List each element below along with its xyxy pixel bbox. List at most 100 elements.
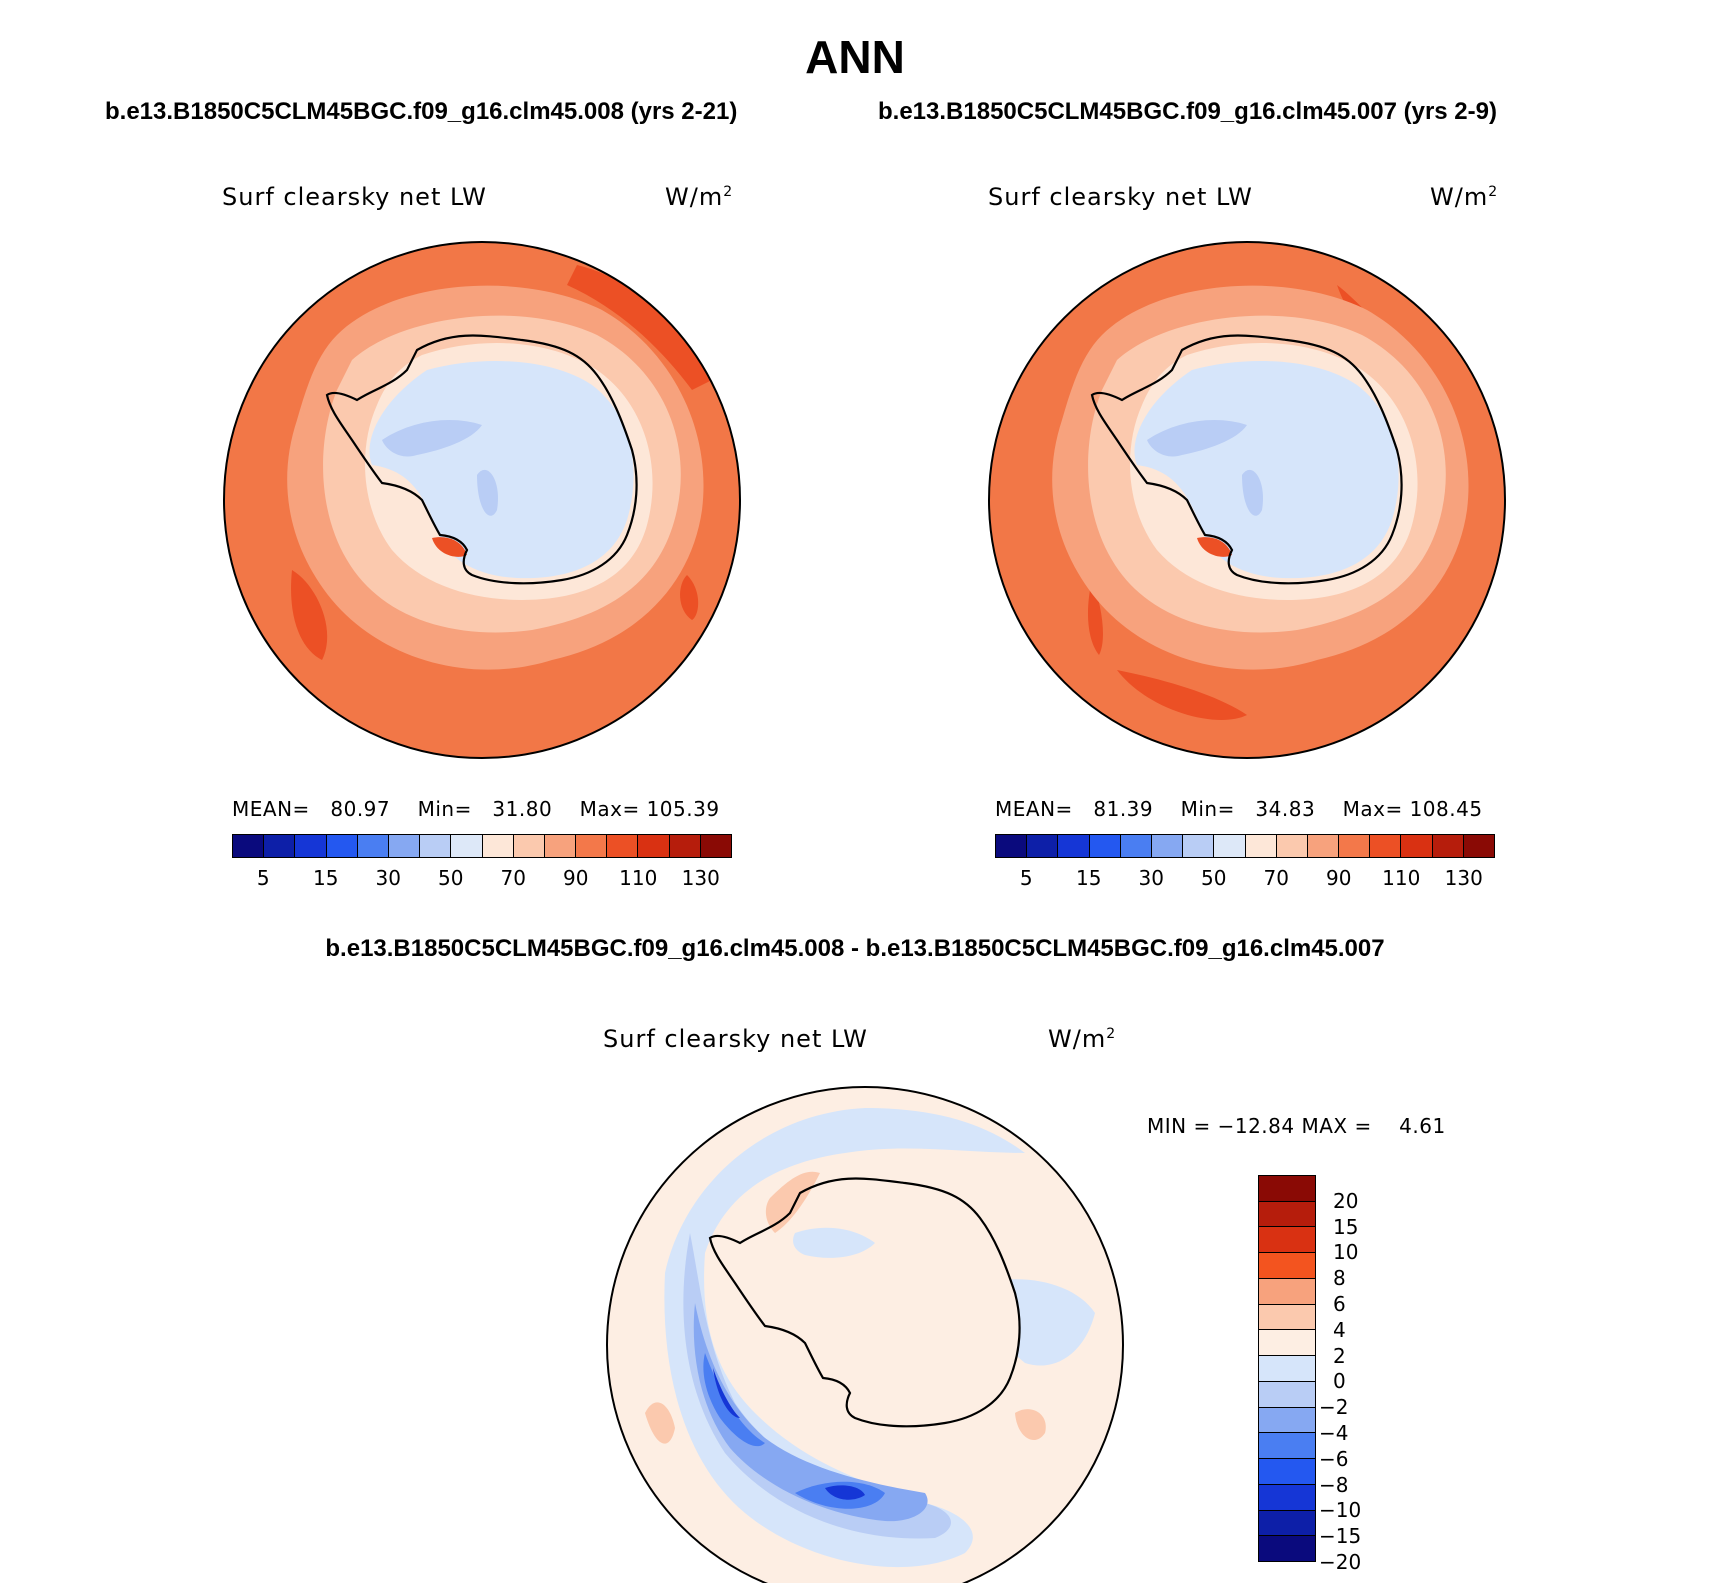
colorbar-swatch (1151, 835, 1184, 857)
diff-stats: MIN = −12.84 MAX = 4.61 (1147, 1114, 1446, 1138)
colorbar-swatch (1259, 1510, 1315, 1537)
colorbar-swatch (1259, 1304, 1315, 1331)
colorbar-swatch (669, 835, 701, 857)
colorbar-swatch (576, 835, 608, 857)
interior-low-fill (382, 420, 482, 457)
antarctica-coastline (1090, 334, 1403, 585)
diff-blue-region (825, 1485, 865, 1500)
colorbar-swatch (233, 835, 265, 857)
hot-spot (1197, 537, 1232, 557)
hot-band (1087, 580, 1103, 655)
right-stats: MEAN= 81.39 Min= 34.83 Max= 108.45 (995, 797, 1483, 821)
colorbar-swatch (1259, 1356, 1315, 1382)
difference-polar-map (606, 1086, 1124, 1583)
colorbar-swatch (1259, 1484, 1315, 1511)
colorbar-swatch (1259, 1201, 1315, 1228)
max-value: 108.45 (1409, 797, 1483, 821)
colorbar-tick-label: −4 (1319, 1421, 1349, 1445)
interior-low-fill (1242, 469, 1263, 516)
diff-colorbar-ticks: 20 15 10 8 6 4 2 0 −2 −4 −6 −8 −10 −15 −20 (1319, 1175, 1405, 1574)
right-colorbar (995, 834, 1495, 858)
min-value: 34.83 (1255, 797, 1316, 821)
right-case-title: b.e13.B1850C5CLM45BGC.f09_g16.clm45.007 … (878, 98, 1497, 125)
colorbar-swatch (1259, 1330, 1315, 1357)
colorbar-tick-label: 15 (1333, 1214, 1359, 1239)
right-units-label: W/m2 (1430, 183, 1499, 211)
colorbar-swatch (1259, 1381, 1315, 1408)
max-value: 105.39 (646, 797, 720, 821)
colorbar-swatch (638, 835, 670, 857)
mean-value: 81.39 (1093, 797, 1154, 821)
min-label: Min= (1180, 797, 1235, 821)
colorbar-tick-label: 5 (1019, 866, 1033, 890)
colorbar-swatch (482, 835, 514, 857)
colorbar-swatch (1245, 835, 1277, 857)
colorbar-swatch (357, 835, 389, 857)
colorbar-swatch (1307, 835, 1340, 857)
colorbar-swatch (1259, 1176, 1315, 1202)
colorbar-swatch (996, 835, 1028, 857)
colorbar-swatch (295, 835, 327, 857)
diff-variable-label: Surf clearsky net LW (603, 1025, 868, 1053)
left-case-title: b.e13.B1850C5CLM45BGC.f09_g16.clm45.008 … (105, 98, 738, 125)
colorbar-tick-label: −6 (1319, 1446, 1349, 1471)
colorbar-tick-label: 90 (1326, 866, 1352, 890)
colorbar-swatch (1183, 835, 1215, 857)
antarctica-coastline (708, 1177, 1021, 1428)
colorbar-swatch (1463, 835, 1494, 857)
left-colorbar-ticks: 5 15 30 50 70 90 110 130 (232, 866, 732, 894)
figure-title: ANN (805, 31, 905, 83)
colorbar-swatch (1259, 1278, 1315, 1305)
colorbar-tick-label: 4 (1333, 1317, 1346, 1342)
colorbar-tick-label: 5 (256, 866, 270, 890)
diff-red-region (1015, 1409, 1046, 1441)
mean-label: MEAN= (995, 797, 1073, 821)
max-label: MAX = (1301, 1114, 1372, 1138)
right-polar-map (988, 241, 1506, 759)
colorbar-swatch (1259, 1459, 1315, 1485)
min-label: MIN = (1147, 1114, 1211, 1138)
colorbar-tick-label: 70 (1263, 866, 1289, 890)
left-units-label: W/m2 (665, 183, 734, 211)
interior-low-fill (1147, 420, 1247, 457)
left-colorbar (232, 834, 732, 858)
colorbar-swatch (1370, 835, 1402, 857)
colorbar-tick-label: 50 (438, 866, 464, 890)
colorbar-tick-label: 10 (1333, 1240, 1359, 1265)
colorbar-swatch (1276, 835, 1308, 857)
mean-label: MEAN= (232, 797, 310, 821)
colorbar-tick-label: −20 (1319, 1550, 1362, 1574)
hot-band (680, 575, 699, 620)
map-border (606, 1086, 1124, 1583)
diff-units-label: W/m2 (1048, 1025, 1117, 1053)
colorbar-tick-label: 130 (1444, 866, 1483, 890)
colorbar-tick-label: 0 (1333, 1369, 1346, 1394)
diff-red-region (765, 1171, 820, 1233)
colorbar-tick-label: 70 (500, 866, 526, 890)
colorbar-tick-label: 2 (1333, 1343, 1346, 1368)
colorbar-tick-label: 15 (1076, 866, 1102, 890)
colorbar-tick-label: −10 (1319, 1498, 1362, 1523)
max-label: Max= (1342, 797, 1403, 821)
max-label: Max= (579, 797, 640, 821)
colorbar-swatch (1259, 1407, 1315, 1434)
colorbar-swatch (420, 835, 452, 857)
colorbar-tick-label: 30 (375, 866, 401, 890)
colorbar-swatch (1259, 1253, 1315, 1279)
left-polar-map (223, 241, 741, 759)
right-variable-label: Surf clearsky net LW (988, 183, 1253, 211)
colorbar-tick-label: 130 (681, 866, 720, 890)
colorbar-tick-label: 8 (1333, 1266, 1346, 1291)
colorbar-swatch (326, 835, 358, 857)
colorbar-swatch (607, 835, 639, 857)
diff-blue-region (793, 1227, 875, 1258)
antarctica-coastline (325, 334, 638, 585)
map-border (988, 241, 1506, 759)
colorbar-swatch (513, 835, 545, 857)
interior-fill (1134, 361, 1399, 579)
colorbar-tick-label: 6 (1333, 1292, 1346, 1316)
diff-blue-region (703, 1353, 765, 1447)
antarctica-interior-fill (710, 1178, 1020, 1427)
min-value: −12.84 (1217, 1114, 1295, 1138)
max-value: 4.61 (1399, 1114, 1446, 1138)
